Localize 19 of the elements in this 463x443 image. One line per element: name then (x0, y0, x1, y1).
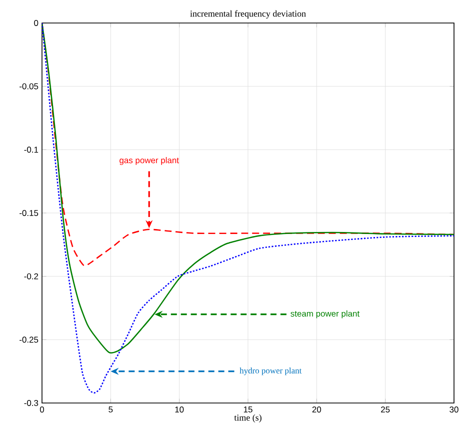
y-tick-label: -0.1 (24, 146, 38, 153)
x-tick-label: 0 (40, 406, 44, 413)
y-tick-label: -0.15 (20, 210, 38, 216)
chart-title: incremental frequency deviation (190, 10, 306, 19)
x-tick-label: 20 (312, 406, 322, 413)
x-tick-label: 30 (450, 406, 458, 413)
x-tick-label: 25 (381, 406, 390, 413)
y-tick-label: -0.05 (20, 83, 38, 90)
y-tick-label: 0 (34, 20, 38, 26)
y-tick-label: -0.25 (20, 336, 38, 343)
y-tick-label: -0.2 (24, 273, 38, 280)
annotation: steam power plant (290, 310, 360, 318)
x-tick-label: 10 (175, 406, 184, 413)
y-tick-label: -0.3 (24, 400, 38, 406)
annotation: gas power plant (120, 157, 179, 165)
x-axis-title: time (s) (234, 414, 262, 422)
x-tick-label: 15 (244, 406, 252, 412)
annotation: hydro power plant (240, 367, 302, 376)
x-tick-label: 5 (108, 406, 113, 412)
